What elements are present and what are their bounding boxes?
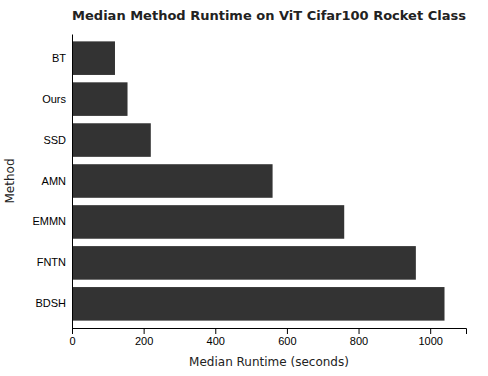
tick: SSD: [43, 134, 66, 146]
title: Median Method Runtime on ViT Cifar100 Ro…: [72, 8, 466, 23]
tick: 1000: [418, 328, 442, 347]
tick: FNTN: [37, 256, 66, 268]
tick-label: BDSH: [35, 297, 66, 309]
tick-label: AMN: [42, 175, 67, 187]
tick-label: BT: [52, 52, 66, 64]
tick: 800: [350, 328, 368, 347]
bar: [72, 164, 273, 198]
bar: [72, 41, 115, 75]
tick-mark: [215, 328, 216, 334]
bar: [72, 123, 151, 157]
axis-line: [73, 329, 467, 335]
tick: 200: [135, 328, 153, 347]
tick: AMN: [42, 175, 67, 187]
tick: 400: [207, 328, 225, 347]
tick-mark: [287, 328, 288, 334]
bar: [72, 287, 445, 321]
plot-area: 02004006008001000BDSHFNTNEMMNAMNSSDOursB…: [32, 35, 466, 347]
tick: Ours: [42, 93, 66, 105]
tick-mark: [72, 328, 73, 334]
tick-mark: [359, 328, 360, 334]
tick: 0: [69, 328, 75, 347]
tick-label: 200: [135, 335, 153, 347]
tick-label: EMMN: [32, 215, 66, 227]
tick-label: FNTN: [37, 256, 66, 268]
x-axis: 0 200 400 600 800 1000: [69, 328, 466, 347]
chart: 02004006008001000BDSHFNTNEMMNAMNSSDOursB…: [0, 0, 488, 376]
tick-mark: [430, 328, 431, 334]
tick-label: 400: [207, 335, 225, 347]
bar: [72, 82, 128, 116]
axis-line: [72, 35, 73, 329]
tick-label: 600: [278, 335, 296, 347]
tick: 600: [278, 328, 296, 347]
tick-label: 0: [69, 335, 75, 347]
tick-label: Ours: [42, 93, 66, 105]
x-axis-title: Median Runtime (seconds): [189, 355, 349, 369]
tick-label: SSD: [43, 134, 66, 146]
tick-label: 800: [350, 335, 368, 347]
tick-label: 1000: [418, 335, 442, 347]
bar: [72, 246, 416, 280]
tick: EMMN: [32, 215, 66, 227]
tick: BT: [52, 52, 66, 64]
y-axis: BDSH FNTN EMMN AMN SSD Ours BT: [32, 35, 72, 329]
tick-mark: [144, 328, 145, 334]
y-axis-title: Method: [3, 158, 17, 203]
bars: [72, 41, 445, 320]
bar: [72, 205, 344, 239]
tick: BDSH: [35, 297, 66, 309]
